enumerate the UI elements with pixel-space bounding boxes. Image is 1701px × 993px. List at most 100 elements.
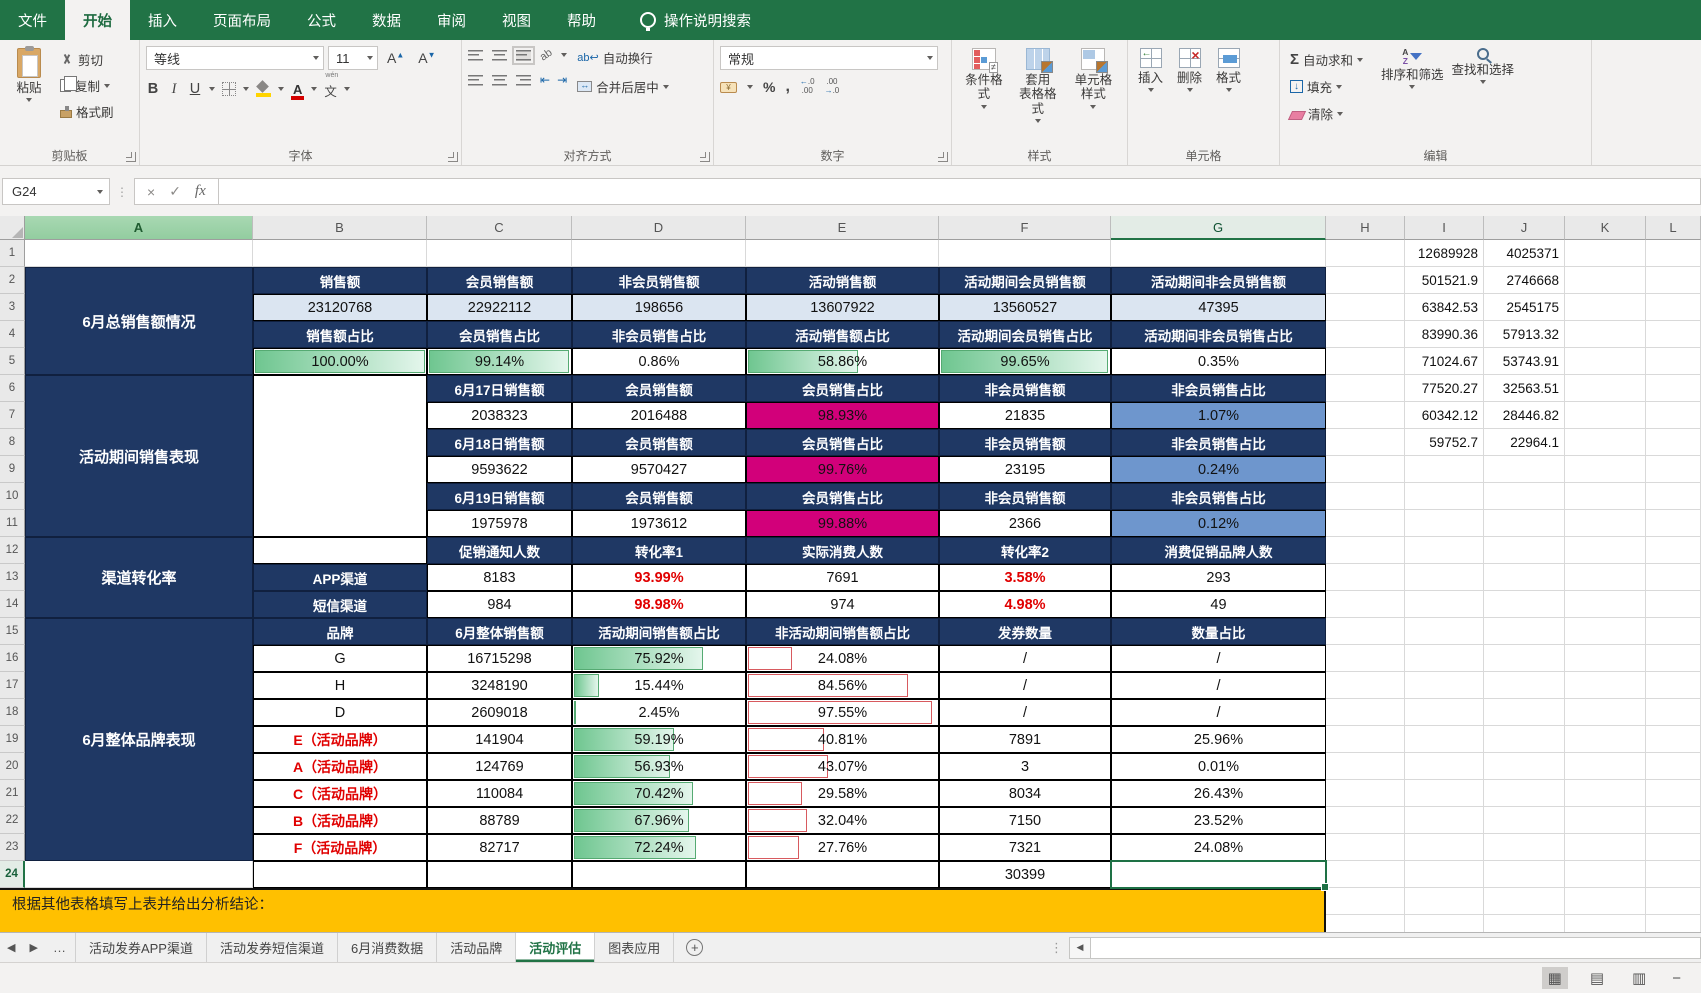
- cell-E16[interactable]: 24.08%: [746, 645, 939, 672]
- cell-E21[interactable]: 29.58%: [746, 780, 939, 807]
- cell-L15[interactable]: [1646, 618, 1701, 645]
- cell-C5[interactable]: 99.14%: [427, 348, 572, 375]
- cell-C18[interactable]: 2609018: [427, 699, 572, 726]
- cell-J11[interactable]: [1484, 510, 1565, 537]
- row-header-11[interactable]: 11: [0, 510, 25, 537]
- cell-B15[interactable]: 品牌: [253, 618, 427, 645]
- cell-H17[interactable]: [1326, 672, 1405, 699]
- cell-F6[interactable]: 非会员销售额: [939, 375, 1111, 402]
- cell-L20[interactable]: [1646, 753, 1701, 780]
- cut-button[interactable]: 剪切: [56, 48, 118, 71]
- cell-B18[interactable]: D: [253, 699, 427, 726]
- cell-H25[interactable]: [1326, 888, 1405, 915]
- cell-I23[interactable]: [1405, 834, 1484, 861]
- cell-I20[interactable]: [1405, 753, 1484, 780]
- cell-C7[interactable]: 2038323: [427, 402, 572, 429]
- cell-E20[interactable]: 43.07%: [746, 753, 939, 780]
- cell-K15[interactable]: [1565, 618, 1646, 645]
- cell-I6[interactable]: 77520.27: [1405, 375, 1484, 402]
- cell-H9[interactable]: [1326, 456, 1405, 483]
- cell-K23[interactable]: [1565, 834, 1646, 861]
- row-header-24[interactable]: 24: [0, 861, 25, 888]
- cell-L7[interactable]: [1646, 402, 1701, 429]
- cell-K12[interactable]: [1565, 537, 1646, 564]
- cell-C11[interactable]: 1975978: [427, 510, 572, 537]
- cell-I21[interactable]: [1405, 780, 1484, 807]
- cell-J18[interactable]: [1484, 699, 1565, 726]
- cell-E14[interactable]: 974: [746, 591, 939, 618]
- row-header-10[interactable]: 10: [0, 483, 25, 510]
- cell-C13[interactable]: 8183: [427, 564, 572, 591]
- cell-F5[interactable]: 99.65%: [939, 348, 1111, 375]
- borders-icon[interactable]: [222, 82, 236, 96]
- cell-I2[interactable]: 501521.9: [1405, 267, 1484, 294]
- row-header-19[interactable]: 19: [0, 726, 25, 753]
- column-header-H[interactable]: H: [1326, 216, 1405, 240]
- decrease-decimal-button[interactable]: .00 →.0: [824, 77, 840, 95]
- cell-G20[interactable]: 0.01%: [1111, 753, 1326, 780]
- cell-K20[interactable]: [1565, 753, 1646, 780]
- cell-G19[interactable]: 25.96%: [1111, 726, 1326, 753]
- cell-K7[interactable]: [1565, 402, 1646, 429]
- cell-D9[interactable]: 9570427: [572, 456, 746, 483]
- cell-K5[interactable]: [1565, 348, 1646, 375]
- cell-F4[interactable]: 活动期间会员销售占比: [939, 321, 1111, 348]
- cell-I3[interactable]: 63842.53: [1405, 294, 1484, 321]
- cell-K16[interactable]: [1565, 645, 1646, 672]
- cell-L4[interactable]: [1646, 321, 1701, 348]
- select-all-corner[interactable]: [0, 216, 25, 240]
- row-header-18[interactable]: 18: [0, 699, 25, 726]
- name-box[interactable]: G24: [2, 178, 110, 205]
- cell-L9[interactable]: [1646, 456, 1701, 483]
- cell-J22[interactable]: [1484, 807, 1565, 834]
- cell-I1[interactable]: 12689928: [1405, 240, 1484, 267]
- cell-J12[interactable]: [1484, 537, 1565, 564]
- cell-J14[interactable]: [1484, 591, 1565, 618]
- cell-H1[interactable]: [1326, 240, 1405, 267]
- normal-view-icon[interactable]: ▦: [1541, 967, 1568, 989]
- accounting-format-icon[interactable]: ¥: [720, 81, 737, 93]
- cell-E12[interactable]: 实际消费人数: [746, 537, 939, 564]
- cell-H2[interactable]: [1326, 267, 1405, 294]
- cell-L17[interactable]: [1646, 672, 1701, 699]
- cell-J17[interactable]: [1484, 672, 1565, 699]
- phonetic-guide-button[interactable]: 文: [324, 72, 337, 100]
- cell-L12[interactable]: [1646, 537, 1701, 564]
- fill-color-icon[interactable]: [256, 82, 271, 97]
- cell-K3[interactable]: [1565, 294, 1646, 321]
- font-color-icon[interactable]: A: [291, 81, 305, 100]
- cell-C12[interactable]: 促销通知人数: [427, 537, 572, 564]
- cell-H23[interactable]: [1326, 834, 1405, 861]
- cell-C21[interactable]: 110084: [427, 780, 572, 807]
- cell-L22[interactable]: [1646, 807, 1701, 834]
- cell-J1[interactable]: 4025371: [1484, 240, 1565, 267]
- align-right-icon[interactable]: [516, 74, 531, 86]
- cell-G12[interactable]: 消费促销品牌人数: [1111, 537, 1326, 564]
- cell-B1[interactable]: [253, 240, 427, 267]
- column-header-A[interactable]: A: [25, 216, 253, 240]
- cell-E2[interactable]: 活动销售额: [746, 267, 939, 294]
- cell-H26[interactable]: [1326, 915, 1405, 932]
- row-header-7[interactable]: 7: [0, 402, 25, 429]
- cell-B3[interactable]: 23120768: [253, 294, 427, 321]
- cell-I7[interactable]: 60342.12: [1405, 402, 1484, 429]
- increase-decimal-button[interactable]: ←.0.00: [799, 77, 815, 95]
- row-header-5[interactable]: 5: [0, 348, 25, 375]
- number-dialog-launcher[interactable]: [938, 152, 948, 162]
- cell-H13[interactable]: [1326, 564, 1405, 591]
- cell-F18[interactable]: /: [939, 699, 1111, 726]
- cell-F12[interactable]: 转化率2: [939, 537, 1111, 564]
- cell-K21[interactable]: [1565, 780, 1646, 807]
- increase-indent-icon[interactable]: ⇥: [557, 73, 567, 87]
- cell-J23[interactable]: [1484, 834, 1565, 861]
- cell-F3[interactable]: 13560527: [939, 294, 1111, 321]
- cancel-button[interactable]: ×: [147, 183, 156, 200]
- find-select-button[interactable]: 查找和选择: [1448, 46, 1519, 147]
- column-header-B[interactable]: B: [253, 216, 427, 240]
- cell-K6[interactable]: [1565, 375, 1646, 402]
- cell-A12[interactable]: 渠道转化率: [25, 537, 253, 618]
- cell-C8[interactable]: 6月18日销售额: [427, 429, 572, 456]
- cell-J13[interactable]: [1484, 564, 1565, 591]
- cell-J8[interactable]: 22964.1: [1484, 429, 1565, 456]
- cell-L10[interactable]: [1646, 483, 1701, 510]
